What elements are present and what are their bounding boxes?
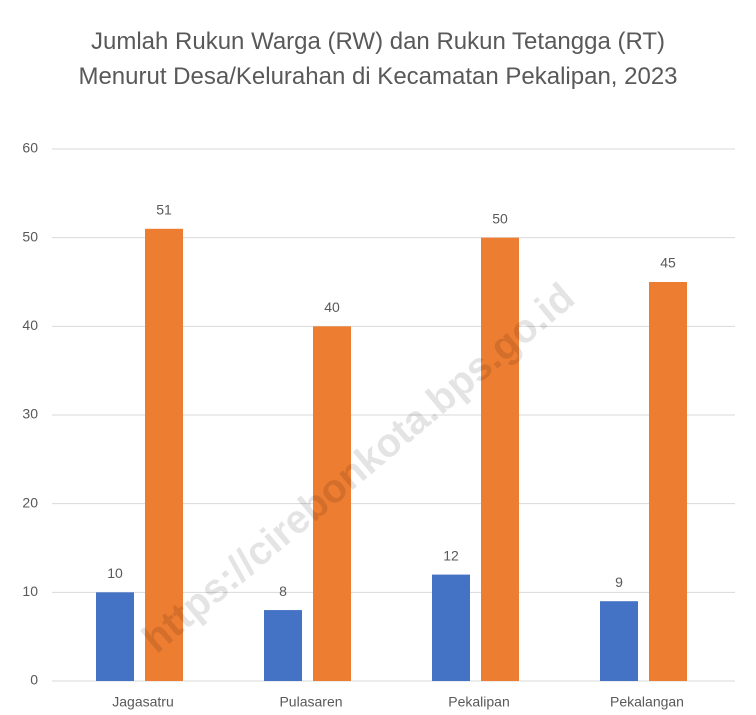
y-tick-label: 0: [30, 672, 38, 688]
bar: [313, 326, 351, 681]
data-label: 8: [279, 583, 287, 599]
x-tick-label: Pekalipan: [448, 694, 510, 710]
y-tick-label: 50: [22, 228, 38, 244]
bar: [481, 237, 519, 681]
bar: [264, 610, 302, 681]
y-tick-label: 40: [22, 317, 38, 333]
bar: [649, 282, 687, 681]
data-label: 45: [660, 255, 676, 271]
bar: [145, 228, 183, 682]
data-label: 50: [492, 210, 508, 226]
x-tick-label: Pekalangan: [610, 694, 684, 710]
bar: [432, 574, 470, 681]
bar: [600, 601, 638, 681]
data-label: 10: [107, 565, 123, 581]
data-label: 12: [443, 547, 459, 563]
y-tick-label: 30: [22, 406, 38, 422]
y-tick-label: 60: [22, 140, 38, 156]
x-tick-label: Jagasatru: [112, 694, 173, 710]
y-tick-label: 10: [22, 583, 38, 599]
bar: [96, 592, 134, 681]
y-tick-label: 20: [22, 494, 38, 510]
data-label: 40: [324, 299, 340, 315]
chart-title: Jumlah Rukun Warga (RW) dan Rukun Tetang…: [78, 28, 678, 90]
x-tick-label: Pulasaren: [279, 694, 342, 710]
data-label: 51: [156, 202, 172, 218]
data-label: 9: [615, 574, 623, 590]
